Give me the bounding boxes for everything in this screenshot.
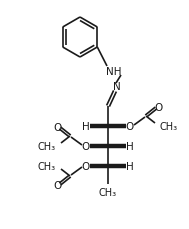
Text: N: N (113, 82, 121, 92)
Text: O: O (155, 103, 163, 112)
Text: O: O (82, 161, 90, 171)
Text: O: O (82, 141, 90, 151)
Text: O: O (53, 180, 61, 190)
Text: CH₃: CH₃ (38, 161, 56, 171)
Text: H: H (82, 121, 90, 131)
Text: H: H (126, 141, 134, 151)
Text: H: H (126, 161, 134, 171)
Text: CH₃: CH₃ (160, 121, 178, 131)
Text: CH₃: CH₃ (99, 187, 117, 197)
Text: O: O (53, 123, 61, 132)
Text: O: O (126, 121, 134, 131)
Text: NH: NH (106, 67, 122, 77)
Text: CH₃: CH₃ (38, 141, 56, 151)
